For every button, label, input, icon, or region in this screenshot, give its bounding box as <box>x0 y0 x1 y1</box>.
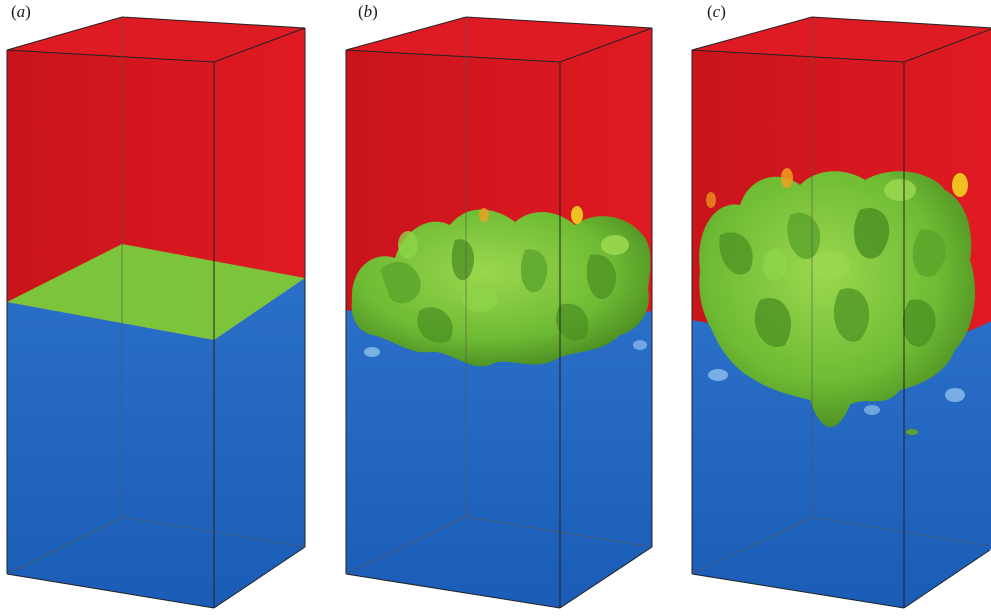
panel-a-box <box>6 16 306 609</box>
panel-c-box <box>691 16 991 609</box>
panel-b-box <box>345 16 653 609</box>
panel-b-mixing-zone <box>351 206 651 367</box>
panel-a-top-face <box>7 17 305 62</box>
panel-label-b-text: b <box>363 2 373 21</box>
panel-c-top-face <box>692 17 991 62</box>
panel-label-a: (a) <box>11 2 31 21</box>
panel-a-upper-fluid <box>7 28 305 340</box>
panel-b-lower-fluid <box>346 310 652 608</box>
panel-a-interface <box>7 244 305 340</box>
panel-label-a-text: a <box>16 2 26 21</box>
panel-c-mixing-zone <box>699 168 975 435</box>
panel-label-b: (b) <box>358 2 378 21</box>
panel-b-top-face <box>346 17 652 62</box>
panel-a-lower-fluid <box>7 278 305 608</box>
panel-c-lower-fluid <box>692 320 991 608</box>
panel-label-c-text: c <box>712 2 721 21</box>
panel-label-c: (c) <box>707 2 726 21</box>
